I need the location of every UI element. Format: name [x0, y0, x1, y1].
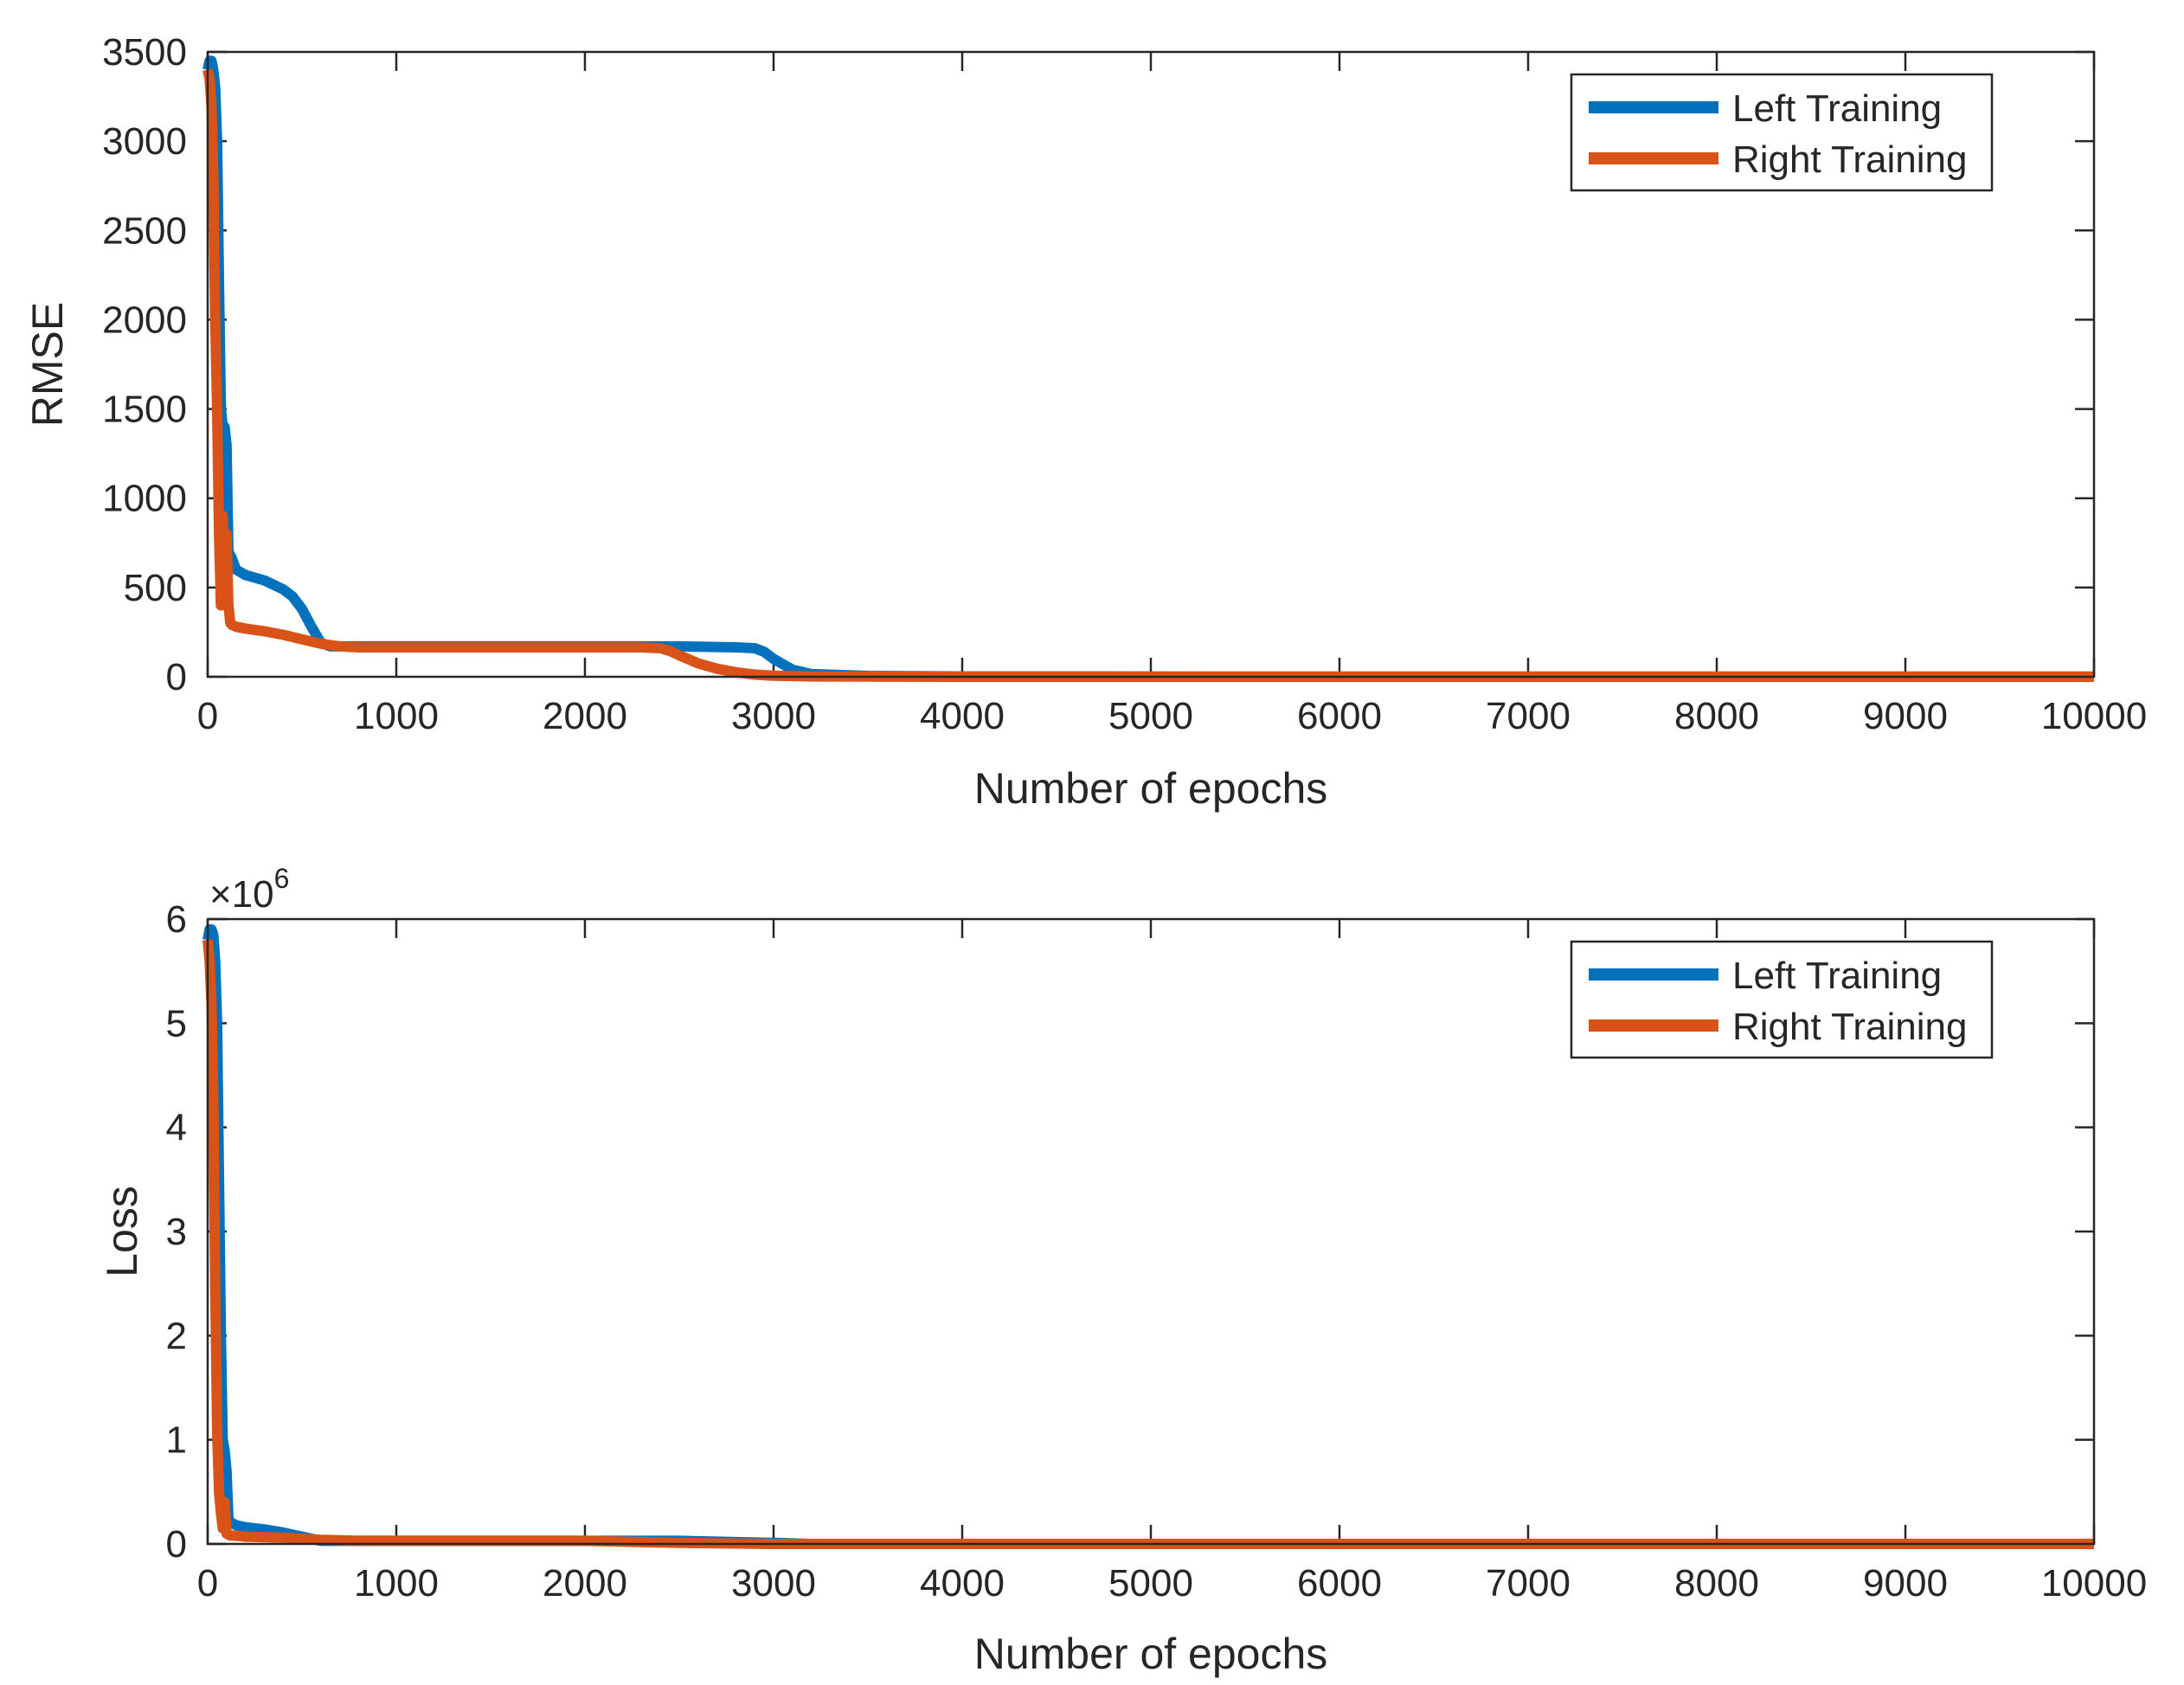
- rmse-x-axis-title: Number of epochs: [974, 764, 1328, 813]
- loss-x-tick-label: 6000: [1297, 1562, 1382, 1605]
- rmse-y-axis-title: RMSE: [23, 302, 72, 427]
- rmse-x-tick-label: 7000: [1486, 695, 1571, 737]
- rmse-y-tick-label: 2500: [102, 209, 187, 252]
- loss-y-axis-title: Loss: [98, 1186, 146, 1277]
- loss-series-layer: [202, 924, 2094, 1549]
- rmse-ticks: [206, 50, 2096, 679]
- rmse-x-tick-label: 5000: [1108, 695, 1193, 737]
- rmse-series-right-training: [202, 68, 2094, 682]
- loss-x-tick-label: 8000: [1674, 1562, 1759, 1605]
- loss-x-axis-title: Number of epochs: [974, 1630, 1328, 1678]
- loss-x-tick-label: 7000: [1486, 1562, 1571, 1605]
- loss-x-tick-label: 10000: [2041, 1562, 2147, 1605]
- loss-legend-box: [1570, 940, 1994, 1059]
- rmse-legend-box: [1570, 73, 1994, 192]
- loss-y-tick-label: 6: [166, 898, 187, 941]
- rmse-x-tick-label: 4000: [920, 695, 1005, 737]
- loss-x-tick-label: 0: [197, 1562, 218, 1605]
- loss-legend-right-label: Right Training: [1732, 1006, 1967, 1048]
- rmse-x-tick-label: 1000: [354, 695, 439, 737]
- rmse-series-layer: [202, 55, 2094, 682]
- rmse-axes-box: [206, 50, 2096, 679]
- loss-legend-left-label: Left Training: [1732, 955, 1942, 997]
- rmse-legend: Left Training Right Training: [1570, 73, 1994, 192]
- rmse-chart: 0 1000 2000 3000 4000 5000 6000 7000 8000 9000 100…: [23, 31, 2147, 813]
- rmse-legend-left-label: Left Training: [1732, 87, 1942, 130]
- loss-y-tick-label: 4: [166, 1107, 187, 1149]
- rmse-legend-right-label: Right Training: [1732, 138, 1967, 181]
- loss-y-tick-label: 3: [166, 1211, 187, 1253]
- rmse-x-tick-label: 2000: [543, 695, 627, 737]
- loss-x-tick-label: 2000: [543, 1562, 627, 1605]
- loss-x-tick-label: 5000: [1108, 1562, 1193, 1605]
- loss-y-tick-label: 0: [166, 1523, 187, 1566]
- loss-chart: 0 1000 2000 3000 4000 5000 6000 7000 8000 9000 100…: [98, 863, 2147, 1678]
- rmse-x-tick-label: 6000: [1297, 695, 1382, 737]
- rmse-x-tick-label: 3000: [731, 695, 816, 737]
- rmse-y-tick-label: 3000: [102, 120, 187, 163]
- rmse-y-tick-label: 1500: [102, 389, 187, 431]
- rmse-x-tick-label: 10000: [2041, 695, 2147, 737]
- rmse-x-tick-label: 9000: [1863, 695, 1948, 737]
- rmse-y-tick-label: 3500: [102, 31, 187, 74]
- rmse-tick-labels: 0 1000 2000 3000 4000 5000 6000 7000 8000 9000 100…: [102, 31, 2147, 737]
- loss-series-right-training: [202, 939, 2094, 1549]
- loss-x-tick-label: 3000: [731, 1562, 816, 1605]
- rmse-y-tick-label: 0: [166, 656, 187, 698]
- loss-y-tick-label: 5: [166, 1002, 187, 1045]
- loss-x-tick-label: 4000: [920, 1562, 1005, 1605]
- rmse-y-tick-label: 500: [124, 567, 187, 609]
- rmse-y-tick-label: 2000: [102, 299, 187, 341]
- loss-x-tick-label: 9000: [1863, 1562, 1948, 1605]
- loss-tick-labels: 0 1000 2000 3000 4000 5000 6000 7000 8000 9000 100…: [166, 898, 2148, 1605]
- loss-y-tick-label: 2: [166, 1315, 187, 1357]
- rmse-x-tick-label: 0: [197, 695, 218, 737]
- loss-axes-box: [206, 917, 2096, 1546]
- rmse-y-tick-label: 1000: [102, 478, 187, 520]
- rmse-x-tick-label: 8000: [1674, 695, 1759, 737]
- loss-x-tick-label: 1000: [354, 1562, 439, 1605]
- loss-y-tick-label: 1: [166, 1419, 187, 1462]
- loss-legend: Left Training Right Training: [1570, 940, 1994, 1059]
